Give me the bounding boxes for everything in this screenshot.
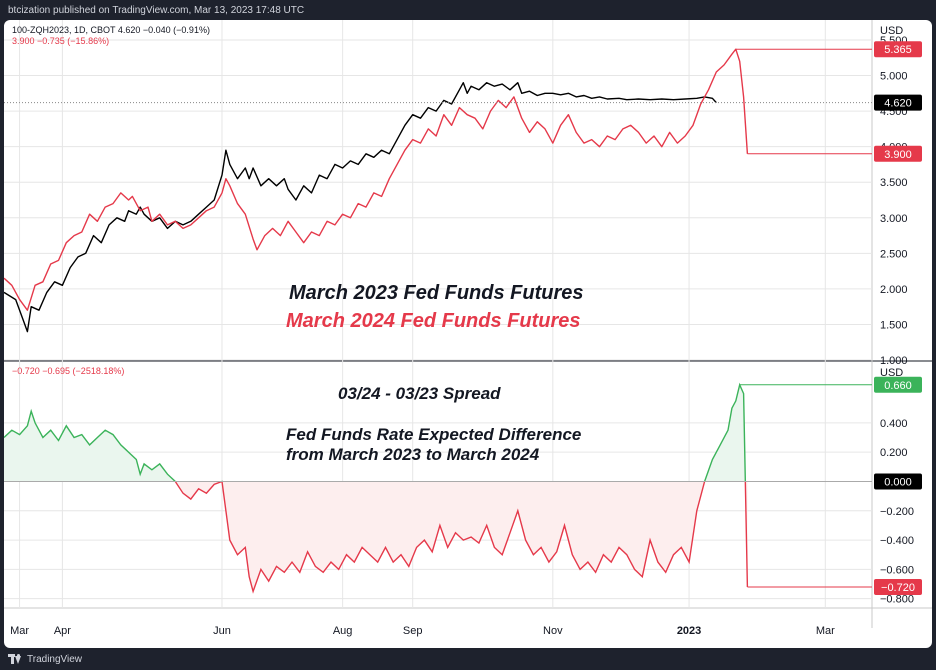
axis-unit-top: USD xyxy=(880,25,903,37)
chart-card: 1.0001.5002.0002.5003.0003.5004.0004.500… xyxy=(4,20,932,648)
series-line-march-2024 xyxy=(4,48,749,311)
publish-info: btcization published on TradingView.com,… xyxy=(8,5,305,16)
annotation-spread-title: 03/24 - 03/23 Spread xyxy=(338,384,501,403)
price-label-red-last: 3.900 xyxy=(874,145,922,162)
spread-line-negative xyxy=(174,481,749,594)
price-label-spread-peak-text: 0.660 xyxy=(884,380,912,392)
series-layer xyxy=(4,48,872,594)
price-label-layer: 5.365 4.620 3.900 0.660 0.000 −0.720 xyxy=(874,41,922,595)
x-tick-label: Nov xyxy=(543,625,563,637)
series-line-march-2023 xyxy=(4,82,717,333)
y-tick-top: 2.500 xyxy=(880,248,908,260)
y-tick-bottom: −0.400 xyxy=(880,535,914,547)
price-label-red-last-text: 3.900 xyxy=(884,149,912,161)
spread-line-positive xyxy=(4,382,747,482)
y-tick-bottom: −0.200 xyxy=(880,506,914,518)
annotation-spread-line2: from March 2023 to March 2024 xyxy=(286,445,540,464)
x-tick-label: Sep xyxy=(403,625,423,637)
price-label-spread-last-bg xyxy=(874,578,922,595)
price-label-black-last-text: 4.620 xyxy=(884,98,912,110)
chart-svg[interactable]: 1.0001.5002.0002.5003.0003.5004.0004.500… xyxy=(4,20,932,648)
spread-fill-positive xyxy=(4,384,746,482)
annotation-layer: 100-ZQH2023, 1D, CBOT 4.620 −0.040 (−0.9… xyxy=(12,25,584,464)
annotation-march-2024: March 2024 Fed Funds Futures xyxy=(286,310,581,332)
y-tick-bottom: −0.800 xyxy=(880,594,914,606)
y-tick-top: 2.000 xyxy=(880,284,908,296)
tradingview-icon xyxy=(8,654,22,664)
y-tick-top: 3.500 xyxy=(880,177,908,189)
x-tick-label: Aug xyxy=(333,625,353,637)
x-tick-label: Jun xyxy=(213,625,231,637)
brand-name: TradingView xyxy=(27,653,83,665)
price-label-black-last: 4.620 xyxy=(874,94,922,111)
y-tick-bottom: 0.400 xyxy=(880,418,908,430)
x-tick-label: Apr xyxy=(54,625,71,637)
x-tick-label: Mar xyxy=(10,625,29,637)
x-tick-label: Mar xyxy=(816,625,835,637)
legend-march-2023: 100-ZQH2023, 1D, CBOT 4.620 −0.040 (−0.9… xyxy=(12,25,210,35)
price-label-red-peak: 5.365 xyxy=(874,41,922,58)
price-label-red-peak-text: 5.365 xyxy=(884,44,912,56)
annotation-march-2023: March 2023 Fed Funds Futures xyxy=(289,282,584,304)
y-tick-bottom: −0.600 xyxy=(880,564,914,576)
price-label-spread-last-text: −0.720 xyxy=(881,582,915,594)
x-tick-label: 2023 xyxy=(677,625,701,637)
spread-fill-negative xyxy=(4,481,748,592)
y-tick-bottom: 0.200 xyxy=(880,447,908,459)
price-label-red-last-bg xyxy=(874,145,922,162)
y-tick-top: 5.000 xyxy=(880,71,908,83)
tradingview-logo[interactable]: TradingView xyxy=(8,652,82,666)
price-label-zero-bg xyxy=(874,473,922,490)
legend-spread: −0.720 −0.695 (−2518.18%) xyxy=(12,366,124,376)
price-label-zero: 0.000 xyxy=(874,473,922,490)
spread-fill-layer xyxy=(4,384,748,592)
price-label-red-peak-bg xyxy=(874,41,922,58)
price-label-spread-peak: 0.660 xyxy=(874,376,922,393)
price-label-spread-peak-bg xyxy=(874,376,922,393)
axis-unit-bottom: USD xyxy=(880,367,903,379)
price-label-spread-last: −0.720 xyxy=(874,578,922,595)
annotation-spread-line1: Fed Funds Rate Expected Difference xyxy=(286,425,581,444)
price-label-black-last-bg xyxy=(874,94,922,111)
y-tick-top: 1.500 xyxy=(880,319,908,331)
y-tick-top: 1.000 xyxy=(880,355,908,367)
price-label-zero-text: 0.000 xyxy=(884,476,912,488)
y-tick-top: 3.000 xyxy=(880,213,908,225)
legend-march-2024: 3.900 −0.735 (−15.86%) xyxy=(12,36,109,46)
axis-layer: 1.0001.5002.0002.5003.0003.5004.0004.500… xyxy=(10,25,914,637)
